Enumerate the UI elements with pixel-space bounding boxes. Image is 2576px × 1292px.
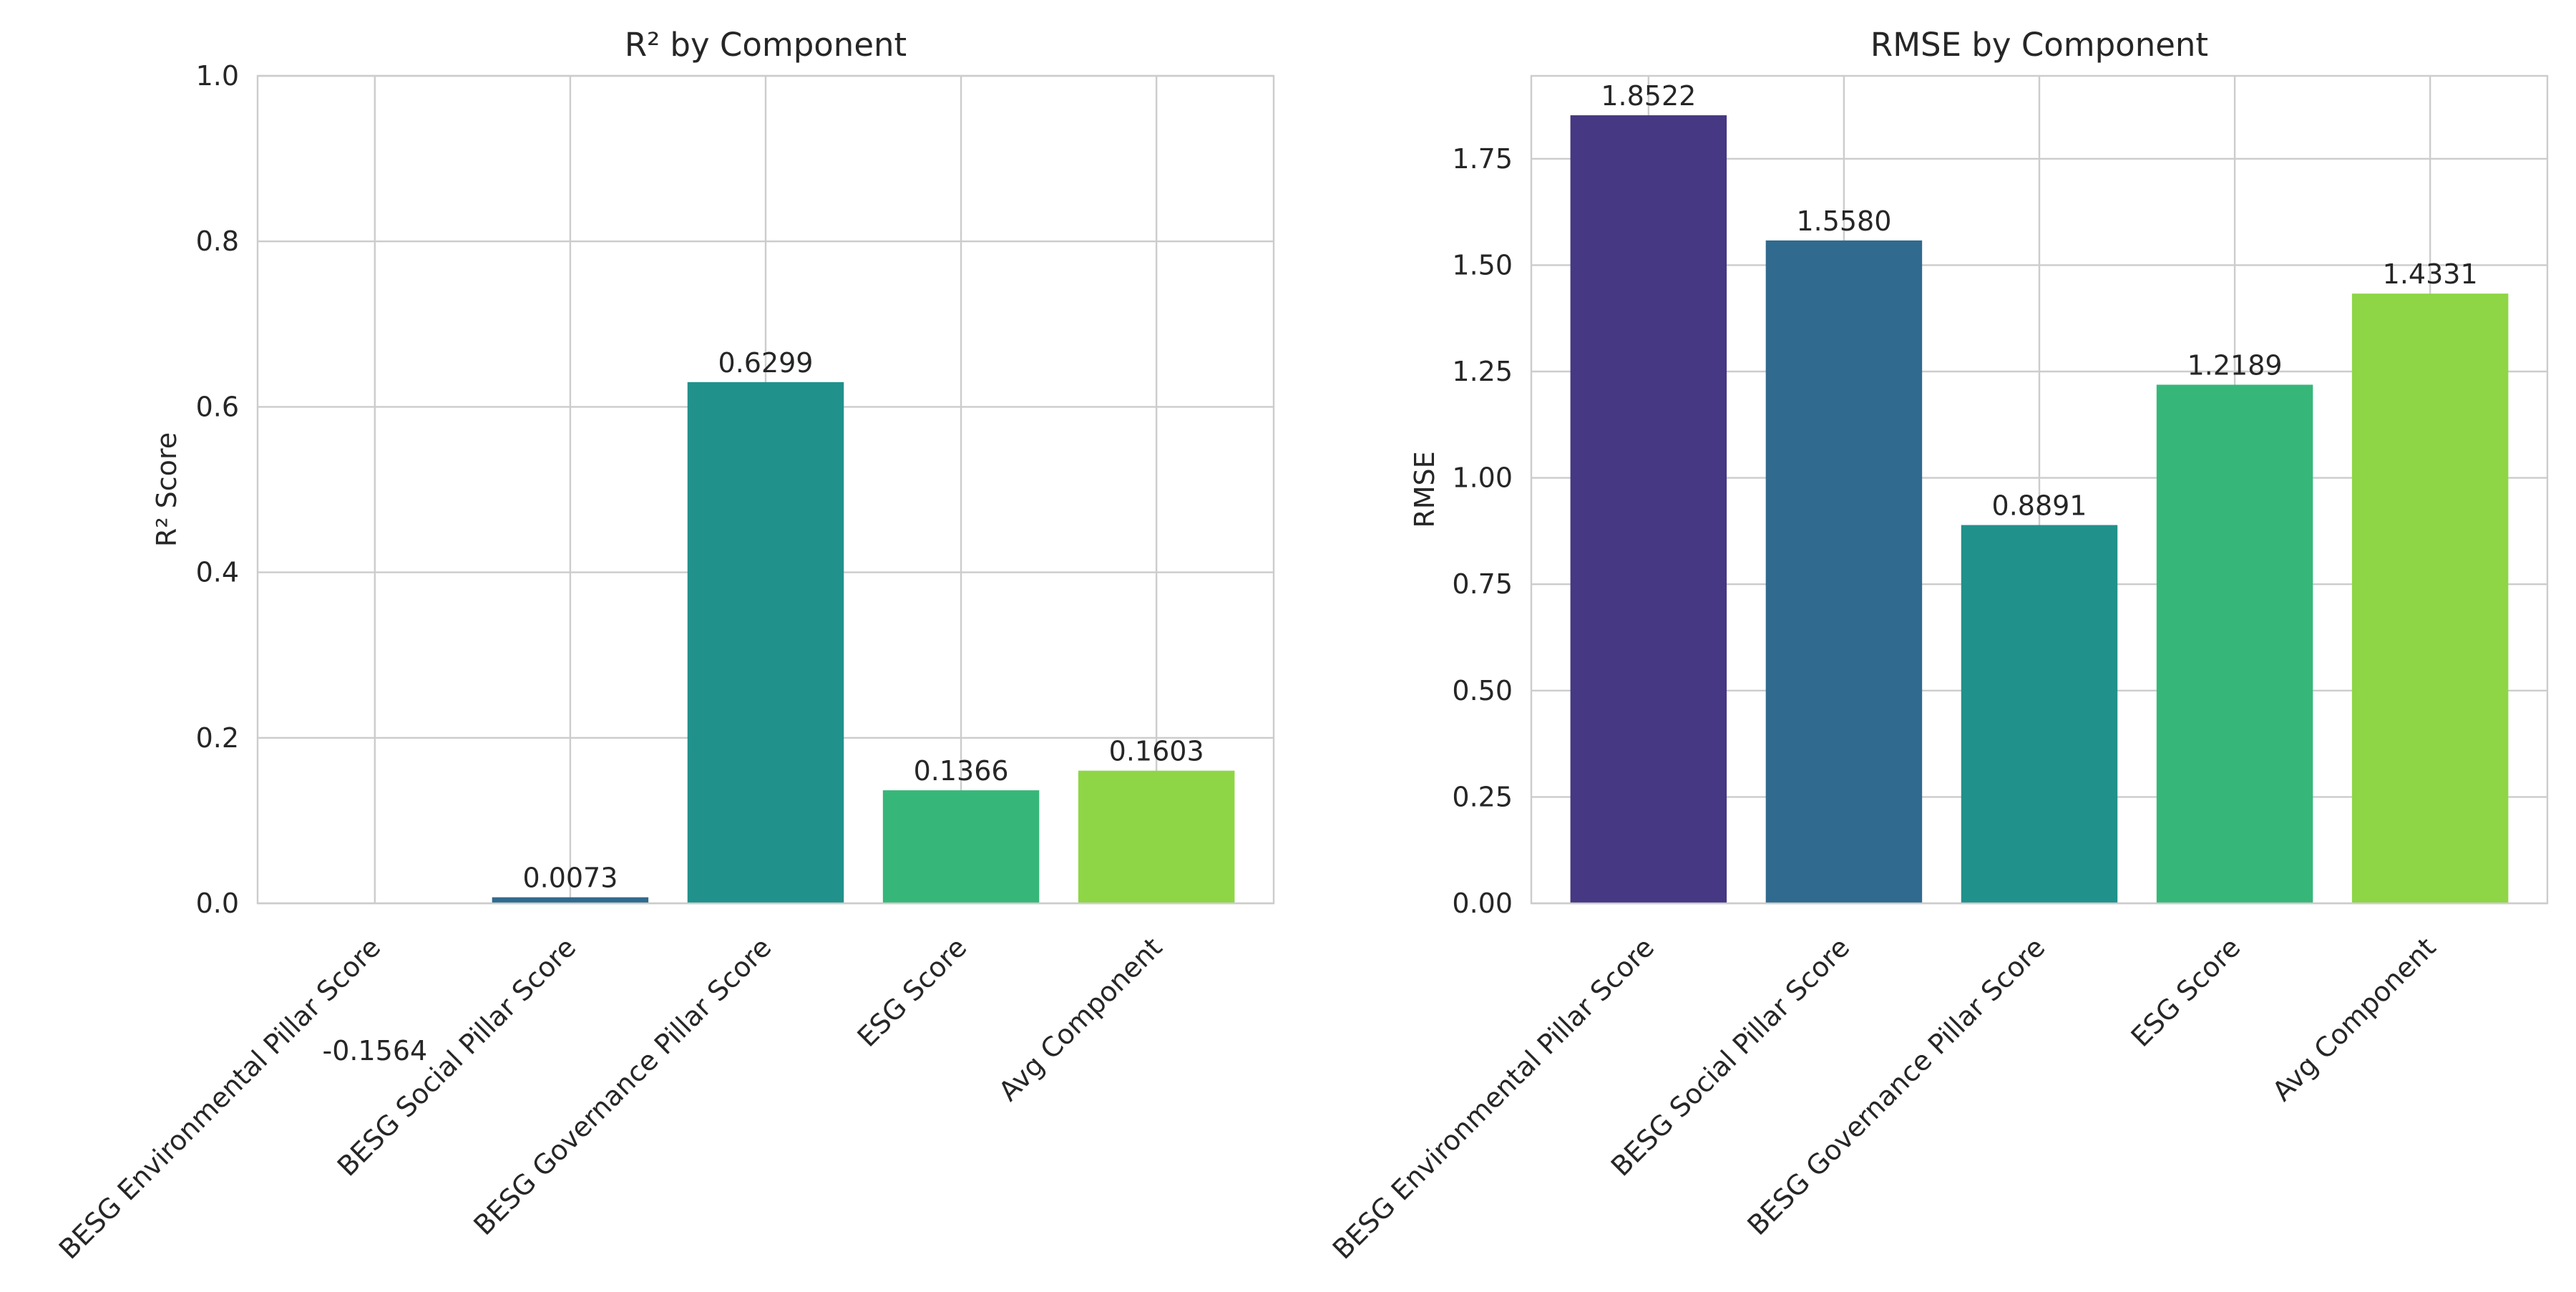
data-label: 1.2189 [2187,349,2283,381]
data-label: 0.6299 [718,347,814,379]
chart-title: RMSE by Component [1870,26,2208,64]
bar [492,897,649,903]
y-tick-label: 0.0 [196,888,239,919]
y-tick-label: 0.50 [1452,675,1513,706]
chart-title: R² by Component [625,26,907,64]
x-tick-label: BESG Environmental Pillar Score [1327,931,1660,1265]
x-tick-label: ESG Score [2125,931,2247,1053]
bar [687,382,844,903]
data-label: 1.5580 [1796,205,1891,237]
y-tick-label: 1.0 [196,60,239,92]
y-tick-label: 1.75 [1452,143,1513,175]
bar [882,790,1040,903]
data-label: 0.8891 [1992,490,2087,522]
data-label: 1.8522 [1601,80,1696,112]
bar [2156,384,2313,903]
data-label: 0.1603 [1109,736,1204,767]
bar [1765,240,1923,903]
y-tick-label: 1.50 [1452,249,1513,281]
y-tick-label: 0.4 [196,557,239,588]
y-tick-label: 0.00 [1452,888,1513,919]
bar [1961,525,2118,903]
x-tick-label: BESG Environmental Pillar Score [53,931,386,1265]
data-label: 1.4331 [2383,258,2478,290]
y-tick-label: 0.25 [1452,781,1513,812]
bar [2351,293,2509,903]
y-tick-label: 0.75 [1452,568,1513,600]
r2-chart-panel: R² by Component R² Score 0.0 0.2 0.4 0.6 0.8… [53,26,1275,1266]
y-tick-label: 1.00 [1452,462,1513,494]
y-tick-label: 1.25 [1452,356,1513,387]
plot-frame [1530,74,2549,905]
x-tick-label: ESG Score [852,931,973,1053]
data-label: 0.1366 [914,755,1009,787]
bar [1078,770,1235,903]
x-tick-label: Avg Component [992,931,1168,1107]
bar [1570,115,1727,903]
bars [1570,115,2509,903]
y-tick-label: 0.6 [196,391,239,422]
y-tick-label: 0.8 [196,225,239,257]
data-label: -0.1564 [323,1035,428,1067]
bars [492,382,1235,903]
rmse-chart-panel: RMSE by Component RMSE 0.00 0.25 0.50 0.75 1… [1327,26,2549,1266]
plot-frame [256,74,1275,905]
x-tick-label: Avg Component [2266,931,2441,1107]
y-axis-label: RMSE [1409,451,1440,528]
data-label: 0.0073 [522,863,618,894]
y-tick-label: 0.2 [196,722,239,754]
y-axis-label: R² Score [151,432,182,547]
